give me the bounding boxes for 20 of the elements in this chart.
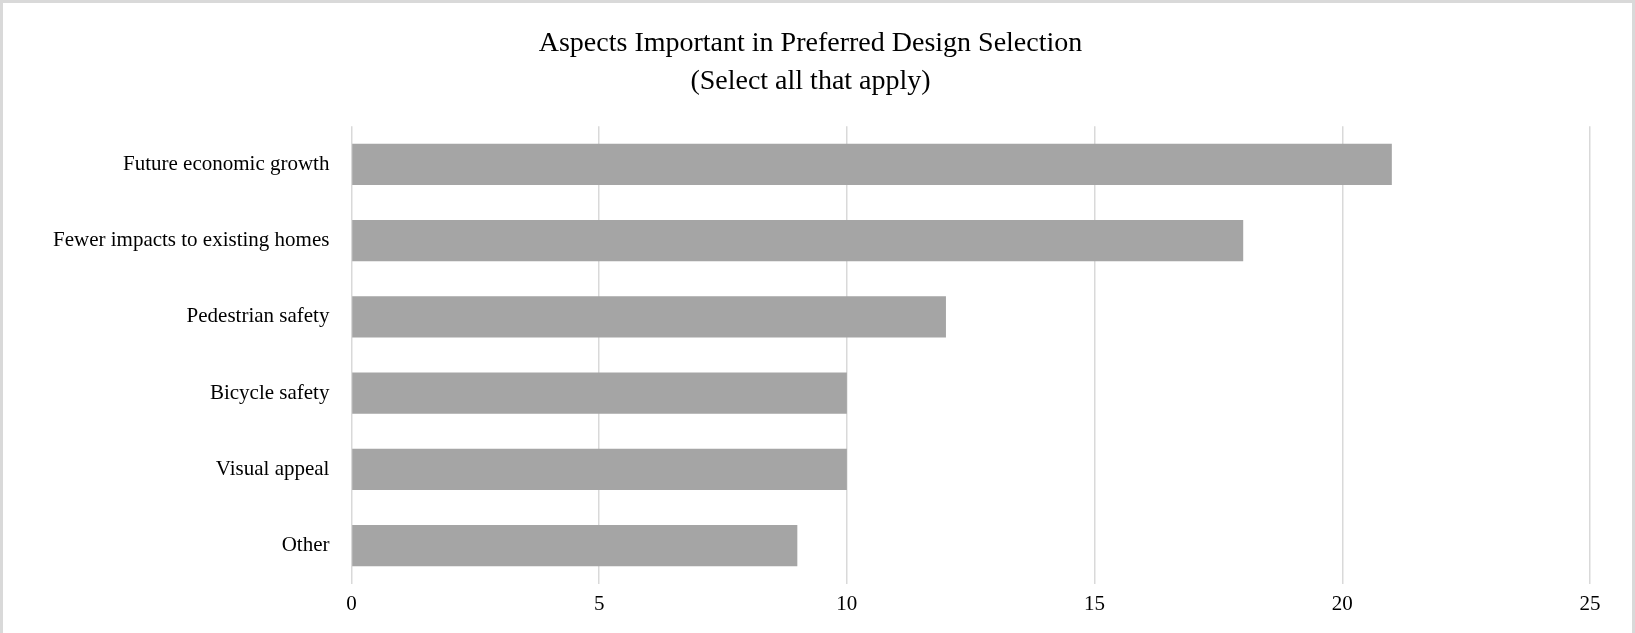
x-tick-label: 25	[1579, 590, 1601, 615]
bar	[352, 143, 1392, 185]
y-tick-label: Visual appeal	[215, 455, 330, 480]
chart-title: Aspects Important in Preferred Design Selection	[538, 26, 1083, 58]
bar	[352, 296, 946, 338]
y-tick-label: Future economic growth	[123, 150, 330, 175]
bar	[352, 220, 1244, 262]
chart-subtitle: (Select all that apply)	[690, 63, 931, 95]
y-tick-label: Other	[281, 532, 330, 557]
x-tick-label: 15	[1084, 590, 1106, 615]
x-tick-label: 0	[346, 590, 357, 615]
bar	[352, 372, 847, 414]
bar	[352, 525, 798, 567]
bar	[352, 448, 847, 490]
x-tick-label: 10	[836, 590, 858, 615]
y-tick-label: Bicycle safety	[209, 379, 330, 404]
y-tick-label: Fewer impacts to existing homes	[52, 227, 330, 252]
x-tick-label: 5	[593, 590, 605, 615]
y-tick-label: Pedestrian safety	[186, 303, 330, 328]
x-tick-label: 20	[1331, 590, 1353, 615]
